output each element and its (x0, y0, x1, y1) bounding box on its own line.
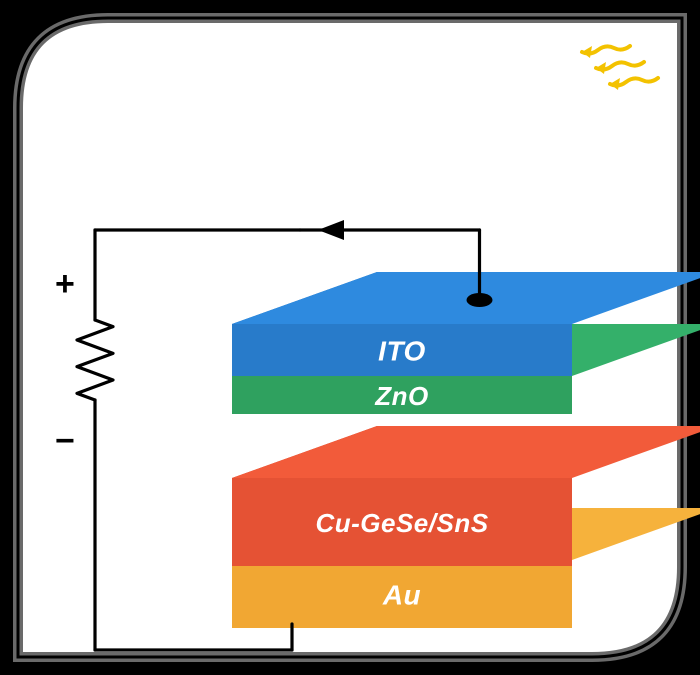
minus-sign: − (55, 422, 75, 460)
layer-ito-label: ITO (378, 336, 426, 367)
plus-sign: + (55, 265, 75, 303)
layer-au-label: Au (382, 580, 421, 611)
layer-absorber-label: Cu-GeSe/SnS (315, 508, 488, 538)
layer-zno-label: ZnO (374, 381, 429, 411)
